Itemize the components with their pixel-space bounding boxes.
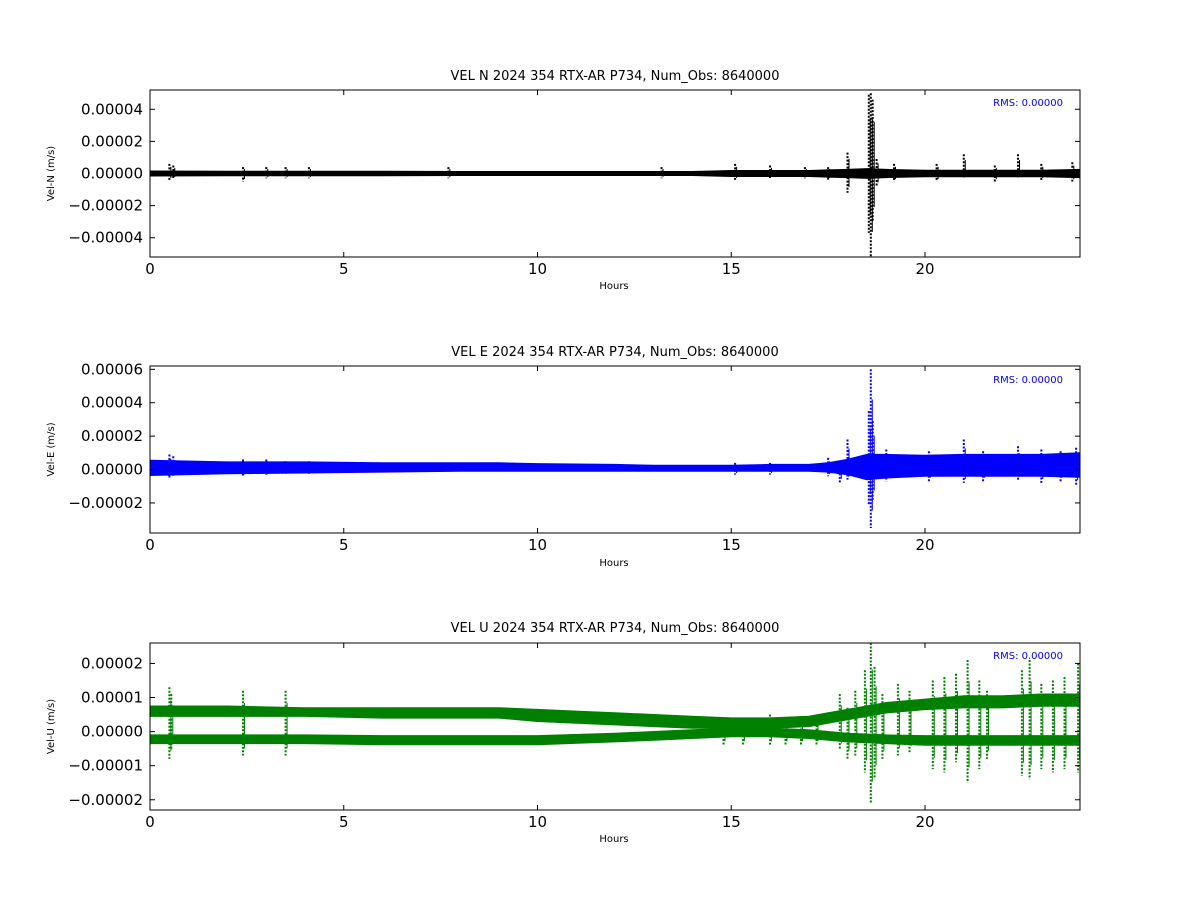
- y-tick-label: 0.00004: [81, 394, 143, 412]
- y-tick-label: 0.00002: [81, 427, 143, 445]
- y-tick-label: −0.00004: [68, 229, 143, 247]
- x-axis-label: Hours: [599, 281, 628, 292]
- y-tick-label: 0.00006: [81, 360, 143, 378]
- y-tick-label: 0.00002: [81, 132, 143, 150]
- ticks: 0 5 10 15 20 −0.00002 −0.00001 0.00000 0.00001 0.…: [68, 643, 1080, 831]
- y-tick-label: −0.00002: [68, 791, 143, 809]
- y-tick-label: 0.00001: [81, 689, 143, 707]
- x-tick-label: 20: [915, 260, 934, 278]
- axes-frame: [149, 365, 1081, 534]
- x-tick-label: 10: [528, 536, 547, 554]
- x-tick-label: 10: [528, 813, 547, 831]
- panel-vel-n: VEL N 2024 354 RTX-AR P734, Num_Obs: 864…: [46, 69, 1081, 292]
- x-tick-label: 15: [722, 260, 741, 278]
- x-axis-label: Hours: [599, 558, 628, 569]
- y-tick-label: −0.00002: [68, 494, 143, 512]
- x-tick-label: 0: [145, 536, 155, 554]
- x-tick-label: 20: [915, 813, 934, 831]
- x-tick-label: 5: [339, 813, 349, 831]
- x-tick-label: 20: [915, 536, 934, 554]
- panel-title: VEL N 2024 354 RTX-AR P734, Num_Obs: 864…: [451, 69, 780, 84]
- panel-title: VEL U 2024 354 RTX-AR P734, Num_Obs: 864…: [451, 621, 780, 636]
- panel-title: VEL E 2024 354 RTX-AR P734, Num_Obs: 864…: [451, 345, 778, 360]
- x-tick-label: 15: [722, 813, 741, 831]
- y-tick-label: 0.00000: [81, 165, 143, 183]
- rms-label: RMS: 0.00000: [993, 375, 1063, 386]
- y-tick-label: −0.00001: [68, 757, 143, 775]
- plot-area: [150, 93, 1080, 257]
- y-tick-label: 0.00000: [81, 461, 143, 479]
- x-tick-label: 15: [722, 536, 741, 554]
- rms-label: RMS: 0.00000: [993, 98, 1063, 109]
- y-tick-label: 0.00000: [81, 723, 143, 741]
- x-tick-label: 10: [528, 260, 547, 278]
- y-tick-label: 0.00004: [81, 100, 143, 118]
- ticks: 0 5 10 15 20 −0.00002 0.00000 0.00002 0.00004 0.0…: [68, 360, 1080, 554]
- rms-label: RMS: 0.00000: [993, 651, 1063, 662]
- y-tick-label: −0.00002: [68, 197, 143, 215]
- x-tick-label: 0: [145, 813, 155, 831]
- panel-vel-u: VEL U 2024 354 RTX-AR P734, Num_Obs: 864…: [46, 621, 1081, 845]
- y-axis-label: Vel-E (m/s): [46, 422, 57, 476]
- ticks: 0 5 10 15 20 −0.00004 −0.00002 0.00000 0.00002 0.…: [68, 90, 1080, 278]
- x-axis-label: Hours: [599, 834, 628, 845]
- x-tick-label: 5: [339, 260, 349, 278]
- panel-vel-e: VEL E 2024 354 RTX-AR P734, Num_Obs: 864…: [46, 345, 1081, 569]
- y-axis-label: Vel-U (m/s): [46, 699, 57, 754]
- plot-area: [150, 369, 1080, 528]
- plot-area: [150, 643, 1080, 804]
- y-axis-label: Vel-N (m/s): [46, 146, 57, 201]
- axes-frame: [149, 642, 1081, 811]
- x-tick-label: 0: [145, 260, 155, 278]
- y-tick-label: 0.00002: [81, 654, 143, 672]
- x-tick-label: 5: [339, 536, 349, 554]
